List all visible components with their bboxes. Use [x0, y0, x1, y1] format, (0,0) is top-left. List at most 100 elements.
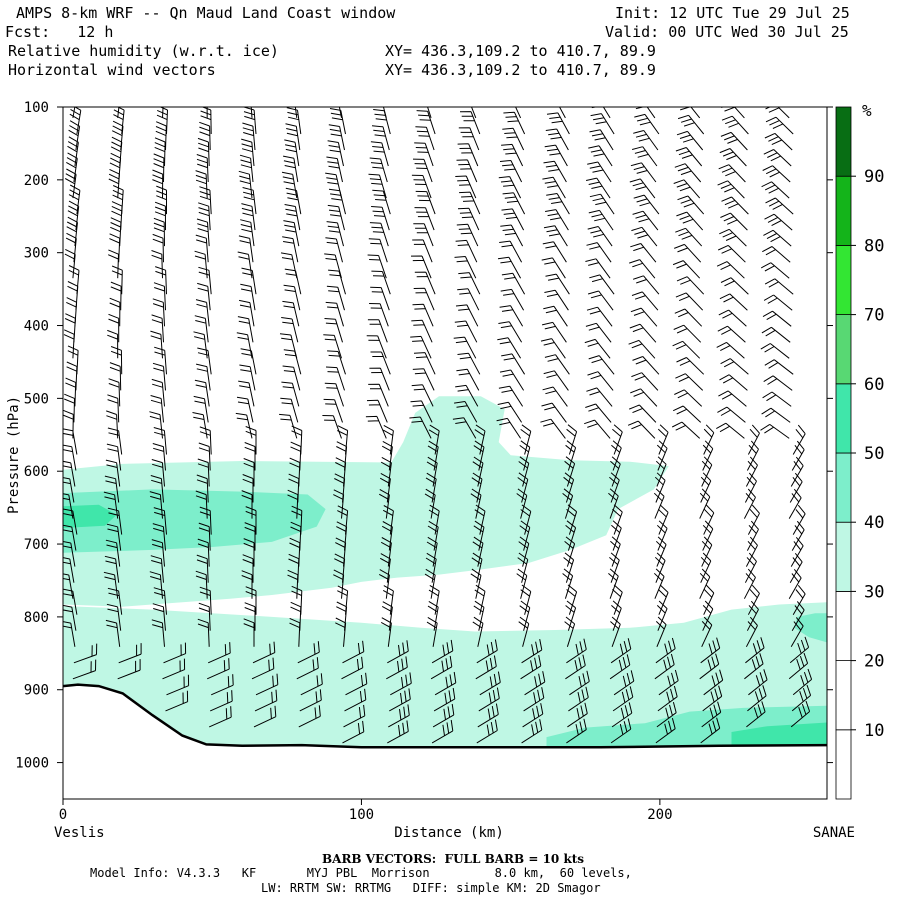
- wind-barb: [589, 193, 615, 215]
- colorbar-label: 80: [864, 236, 884, 256]
- wind-barb: [117, 659, 141, 680]
- wind-barb: [674, 308, 703, 327]
- wind-barb: [236, 332, 253, 359]
- wind-barb: [498, 321, 523, 343]
- wind-barb: [416, 110, 436, 135]
- wind-barb: [762, 165, 791, 183]
- wind-barb: [545, 128, 569, 151]
- wind-barb: [747, 685, 767, 712]
- wind-barb: [701, 456, 713, 487]
- wind-barb: [389, 688, 411, 712]
- wind-barb: [567, 702, 588, 728]
- wind-barb: [699, 488, 711, 519]
- wind-barb: [588, 355, 615, 375]
- wind-barb: [632, 275, 660, 295]
- wind-barb: [197, 347, 212, 375]
- wind-barb: [245, 586, 257, 615]
- wind-barb: [591, 107, 611, 119]
- wind-barb: [236, 396, 254, 423]
- wind-barb: [327, 350, 346, 375]
- wind-barb: [367, 254, 387, 279]
- wind-barb: [701, 536, 713, 567]
- wind-barb: [716, 341, 745, 359]
- wind-barb: [415, 126, 435, 151]
- wind-barb: [369, 367, 390, 391]
- x-start-location: Veslis: [54, 825, 105, 841]
- wind-barb: [326, 221, 344, 247]
- wind-barb: [701, 701, 722, 728]
- wind-barb: [327, 204, 345, 231]
- wind-barb: [284, 139, 300, 167]
- wind-barb: [455, 304, 479, 327]
- wind-barb: [609, 552, 620, 583]
- wind-barb: [717, 325, 746, 343]
- wind-barb: [328, 269, 346, 295]
- wind-barb: [198, 202, 211, 231]
- wind-barb: [67, 200, 80, 231]
- wind-barb: [373, 109, 391, 135]
- chart-title: AMPS 8-km WRF -- Qn Maud Land Coast wind…: [16, 4, 396, 22]
- wind-barb: [610, 718, 632, 744]
- wind-barb: [656, 520, 668, 551]
- wind-barb: [106, 443, 122, 471]
- wind-barb: [371, 206, 390, 231]
- wind-barb: [520, 424, 532, 455]
- wind-barb: [540, 338, 566, 359]
- wind-barb: [105, 619, 121, 647]
- wind-barb: [519, 440, 531, 471]
- wind-barb: [516, 488, 528, 519]
- terrain-surface-line: [62, 683, 828, 749]
- wind-barb: [299, 689, 322, 712]
- wind-barb: [413, 223, 434, 247]
- wind-barb: [542, 176, 566, 199]
- wind-barb: [324, 382, 344, 407]
- wind-barb: [453, 336, 477, 359]
- wind-barb: [370, 141, 389, 167]
- wind-barb: [110, 281, 122, 311]
- wind-barb: [472, 616, 484, 647]
- wind-barb: [760, 423, 790, 439]
- wind-barb: [564, 616, 576, 647]
- wind-barb: [370, 286, 390, 311]
- field-label-wind: Horizontal wind vectors: [8, 61, 216, 79]
- wind-barb: [613, 670, 635, 696]
- wind-barb: [197, 538, 210, 567]
- wind-barb: [702, 440, 714, 471]
- wind-barb: [718, 390, 747, 407]
- colorbar-segment: [835, 106, 852, 177]
- wind-barb: [703, 504, 715, 535]
- wind-barb: [521, 639, 543, 664]
- wind-barb: [366, 399, 388, 423]
- wind-barb: [342, 640, 365, 664]
- wind-barb: [522, 703, 544, 728]
- wind-barb: [241, 203, 256, 231]
- wind-barb: [788, 488, 802, 519]
- colorbar-segment: [835, 591, 852, 662]
- wind-barb: [105, 539, 121, 567]
- wind-barb: [412, 239, 433, 263]
- wind-barb: [254, 689, 278, 712]
- wind-barb: [520, 584, 532, 615]
- wind-barb: [198, 522, 211, 551]
- wind-barb: [701, 616, 713, 648]
- wind-barb: [323, 398, 343, 423]
- wind-barb: [478, 687, 500, 712]
- wind-barb: [565, 520, 577, 551]
- wind-barb: [409, 416, 432, 439]
- wind-barb: [610, 536, 621, 567]
- wind-barb: [566, 424, 578, 455]
- wind-barb: [498, 385, 524, 407]
- wind-barb: [411, 319, 433, 343]
- wind-barb: [196, 218, 210, 247]
- wind-barb: [154, 346, 167, 375]
- wind-barb: [111, 201, 123, 231]
- wind-barb: [656, 701, 677, 728]
- wind-barb: [608, 488, 619, 519]
- wind-barb: [156, 107, 168, 135]
- wind-barb: [503, 111, 526, 135]
- wind-barb: [64, 393, 75, 423]
- wind-barb: [111, 120, 124, 151]
- y-tick-label: 800: [24, 610, 49, 626]
- wind-barb: [565, 600, 577, 631]
- x-end-location: SANAE: [813, 825, 855, 841]
